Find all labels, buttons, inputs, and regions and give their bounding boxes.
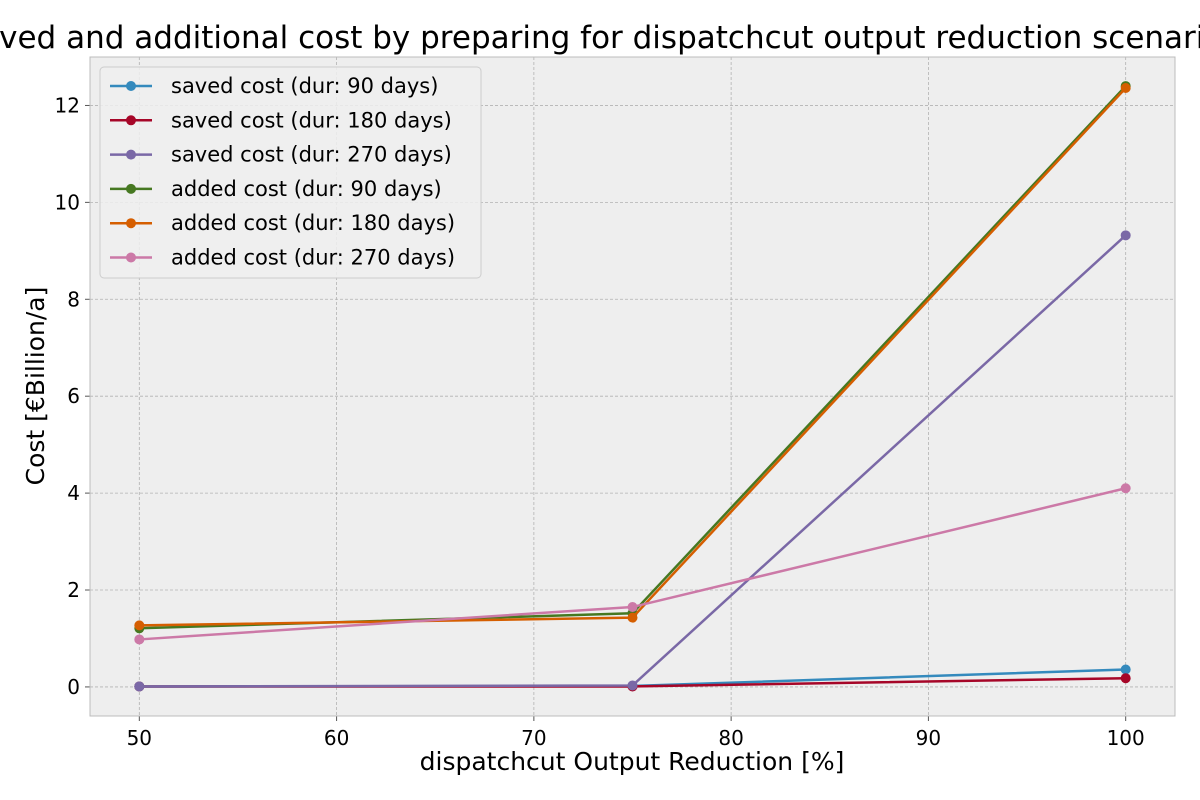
data-point xyxy=(1120,83,1131,94)
data-point xyxy=(627,612,638,623)
legend-item: added cost (dur: 90 days) xyxy=(110,177,442,201)
legend-item: saved cost (dur: 180 days) xyxy=(110,108,452,132)
legend-swatch-marker xyxy=(126,252,136,263)
legend-swatch-marker xyxy=(126,183,136,194)
legend-item: added cost (dur: 180 days) xyxy=(110,211,455,235)
legend-swatch-marker xyxy=(126,149,136,160)
legend-swatch-marker xyxy=(126,81,136,91)
y-tick-label: 10 xyxy=(55,190,80,214)
data-point xyxy=(1120,483,1131,494)
x-tick-label: 50 xyxy=(127,726,152,750)
chart-title: Saved and additional cost by preparing f… xyxy=(0,20,1200,56)
x-tick-label: 70 xyxy=(521,726,546,750)
y-tick-label: 12 xyxy=(55,93,80,117)
y-tick-label: 8 xyxy=(67,287,80,311)
x-tick-label: 90 xyxy=(916,726,941,750)
series-2 xyxy=(134,230,1131,692)
legend-item: added cost (dur: 270 days) xyxy=(110,246,455,270)
data-point xyxy=(134,681,145,692)
x-tick-label: 100 xyxy=(1107,726,1145,750)
data-point xyxy=(627,680,638,691)
y-axis-label: Cost [€Billion/a] xyxy=(21,287,50,486)
legend-label: added cost (dur: 270 days) xyxy=(171,246,455,270)
legend-swatch-marker xyxy=(126,218,136,229)
legend-label: saved cost (dur: 90 days) xyxy=(171,74,438,98)
data-point xyxy=(1120,664,1131,675)
data-point xyxy=(1120,673,1131,684)
y-tick-label: 6 xyxy=(67,384,80,408)
x-tick-label: 80 xyxy=(718,726,743,750)
series-layer xyxy=(134,81,1131,692)
data-point xyxy=(134,620,145,631)
data-point xyxy=(134,634,145,645)
series-4 xyxy=(134,83,1131,631)
legend-item: saved cost (dur: 270 days) xyxy=(110,143,452,167)
y-tick-label: 0 xyxy=(67,675,80,699)
x-tick-label: 60 xyxy=(324,726,349,750)
legend-label: added cost (dur: 180 days) xyxy=(171,211,455,235)
plot-frame xyxy=(89,56,1176,717)
y-tick-label: 2 xyxy=(67,578,80,602)
legend-label: saved cost (dur: 180 days) xyxy=(171,108,452,132)
data-point xyxy=(1120,230,1131,241)
legend-frame xyxy=(99,66,482,279)
legend-item: saved cost (dur: 90 days) xyxy=(110,74,438,98)
data-point xyxy=(627,601,638,612)
x-axis-ticks: 50 60 70 80 90 100 xyxy=(127,716,1145,750)
y-tick-label: 4 xyxy=(67,481,80,505)
legend-label: added cost (dur: 90 days) xyxy=(171,177,442,201)
series-5 xyxy=(134,483,1131,645)
x-axis-label: dispatchcut Output Reduction [%] xyxy=(420,747,845,776)
y-axis-ticks: 0 2 4 6 8 10 12 xyxy=(55,93,90,699)
legend-label: saved cost (dur: 270 days) xyxy=(171,143,452,167)
legend: saved cost (dur: 90 days) saved cost (dur… xyxy=(99,66,482,279)
legend-swatch-marker xyxy=(126,115,136,126)
